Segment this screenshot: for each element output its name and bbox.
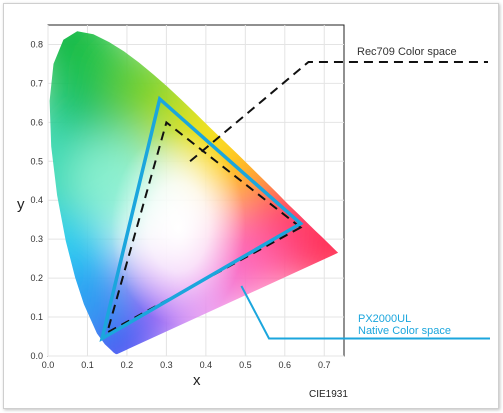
y-tick-label: 0.7 bbox=[30, 78, 43, 88]
x-tick-label: 0.4 bbox=[200, 360, 213, 370]
y-tick-label: 0.3 bbox=[30, 234, 43, 244]
y-tick-label: 0.4 bbox=[30, 195, 43, 205]
cie1931-chart: 0.0 0.1 0.2 0.3 0.4 0.5 0.6 0.7 0.0 0.1 0.2 0.3 0.4 0… bbox=[17, 24, 490, 400]
y-tick-label: 0.8 bbox=[30, 39, 43, 49]
rec709-leader-line bbox=[189, 60, 488, 163]
y-tick-label: 0.5 bbox=[30, 156, 43, 166]
y-tick-label: 0.1 bbox=[30, 312, 43, 322]
axis-ticks: 0.0 0.1 0.2 0.3 0.4 0.5 0.6 0.7 0.0 0.1 0.2 0.3 0.4 0… bbox=[30, 39, 330, 370]
x-axis-title: x bbox=[193, 372, 201, 389]
px2000ul-annotation-line2: Native Color space bbox=[358, 325, 451, 337]
y-axis-title: y bbox=[17, 196, 25, 213]
y-tick-label: 0.0 bbox=[30, 351, 43, 361]
x-tick-label: 0.2 bbox=[121, 360, 134, 370]
chart-frame: 0.0 0.1 0.2 0.3 0.4 0.5 0.6 0.7 0.0 0.1 0.2 0.3 0.4 0… bbox=[3, 3, 499, 409]
y-tick-label: 0.6 bbox=[30, 117, 43, 127]
x-tick-label: 0.0 bbox=[42, 360, 55, 370]
px2000ul-leader-line bbox=[240, 285, 490, 340]
px2000ul-triangle bbox=[99, 95, 304, 343]
x-tick-label: 0.6 bbox=[279, 360, 292, 370]
chart-footer: CIE1931 bbox=[309, 389, 348, 400]
x-tick-label: 0.5 bbox=[239, 360, 252, 370]
x-tick-label: 0.3 bbox=[160, 360, 173, 370]
y-tick-label: 0.2 bbox=[30, 273, 43, 283]
x-tick-label: 0.7 bbox=[318, 360, 331, 370]
rec709-annotation: Rec709 Color space bbox=[357, 46, 457, 58]
x-tick-label: 0.1 bbox=[81, 360, 94, 370]
px2000ul-annotation-line1: PX2000UL bbox=[358, 313, 411, 325]
